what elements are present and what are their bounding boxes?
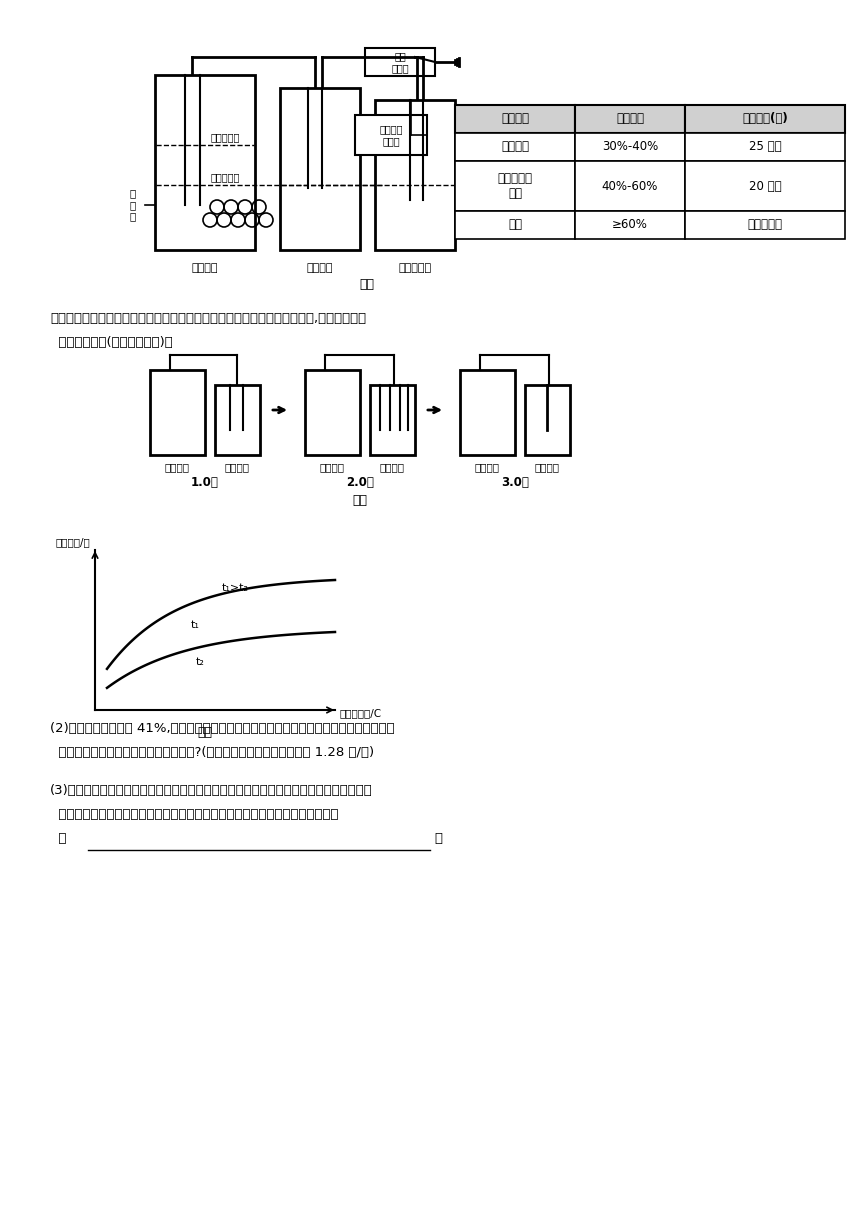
Text: 反应装置: 反应装置 bbox=[164, 462, 189, 472]
Text: t₁: t₁ bbox=[191, 620, 200, 630]
Text: 反应装置: 反应装置 bbox=[192, 263, 218, 274]
Text: 次治疗，需要制氧原料过碳酸钠多少克?(写出计算过程，氧气的密度取 1.28 克/升): 次治疗，需要制氧原料过碳酸钠多少克?(写出计算过程，氧气的密度取 1.28 克/… bbox=[50, 745, 374, 759]
Text: 机出氧流量保持平稳，反应装置中的夏季和冬季的水位线需设置不同，请分析原: 机出氧流量保持平稳，反应装置中的夏季和冬季的水位线需设置不同，请分析原 bbox=[50, 807, 339, 821]
Text: 反应装置: 反应装置 bbox=[320, 462, 345, 472]
Text: 20 分钟: 20 分钟 bbox=[749, 180, 782, 192]
Bar bbox=[575, 133, 685, 161]
Text: 一般缺氧性
疾病: 一般缺氧性 疾病 bbox=[497, 171, 532, 199]
Bar bbox=[215, 385, 260, 455]
Text: 1.0版: 1.0版 bbox=[191, 477, 219, 490]
Text: 制
氧
剂: 制 氧 剂 bbox=[130, 188, 136, 221]
Bar bbox=[455, 133, 575, 161]
Text: 洗气装置: 洗气装置 bbox=[535, 462, 560, 472]
Bar bbox=[525, 385, 570, 455]
Text: ≥60%: ≥60% bbox=[612, 219, 648, 231]
Text: 图乙: 图乙 bbox=[353, 494, 367, 507]
Bar bbox=[365, 47, 435, 75]
Bar bbox=[455, 161, 575, 212]
Text: 反应装置: 反应装置 bbox=[475, 462, 500, 472]
Text: 以病情为准: 以病情为准 bbox=[747, 219, 783, 231]
Bar bbox=[575, 105, 685, 133]
Text: 反应速率/快: 反应速率/快 bbox=[55, 537, 90, 547]
Bar bbox=[460, 370, 515, 455]
Text: 25 分钟: 25 分钟 bbox=[749, 141, 782, 153]
Bar bbox=[305, 370, 360, 455]
Bar bbox=[455, 212, 575, 240]
Bar bbox=[375, 100, 455, 250]
Text: (2)某病人吸氧浓度为 41%,则该病人属于表格中的哪种适用情况？该制氧机为此病人提供一: (2)某病人吸氧浓度为 41%,则该病人属于表格中的哪种适用情况？该制氧机为此病… bbox=[50, 721, 395, 734]
Bar bbox=[575, 161, 685, 212]
Text: 因: 因 bbox=[50, 832, 66, 844]
Bar bbox=[455, 105, 575, 133]
Text: t₂: t₂ bbox=[195, 657, 205, 668]
Text: 夏季水位线: 夏季水位线 bbox=[211, 133, 240, 142]
Bar bbox=[575, 212, 685, 240]
Text: 。: 。 bbox=[434, 832, 442, 844]
Bar bbox=[685, 133, 845, 161]
Bar bbox=[685, 161, 845, 212]
Text: 反应物浓度/C: 反应物浓度/C bbox=[340, 708, 382, 717]
Text: 30%-40%: 30%-40% bbox=[602, 141, 658, 153]
Text: 洗气装置: 洗气装置 bbox=[224, 462, 249, 472]
Text: 适用情况: 适用情况 bbox=[501, 113, 529, 125]
Text: 3.0版: 3.0版 bbox=[501, 477, 529, 490]
Bar bbox=[355, 116, 427, 154]
Text: 储气加湿瓶: 储气加湿瓶 bbox=[398, 263, 432, 274]
Text: t₁>t₂: t₁>t₂ bbox=[222, 582, 249, 593]
Text: 图甲: 图甲 bbox=[359, 278, 374, 292]
Bar bbox=[155, 75, 255, 250]
Bar bbox=[685, 212, 845, 240]
Text: 急救: 急救 bbox=[508, 219, 522, 231]
Text: 气体
流量仪: 气体 流量仪 bbox=[391, 51, 408, 73]
Text: 冬季水位线: 冬季水位线 bbox=[211, 171, 240, 182]
Bar bbox=[280, 88, 360, 250]
Text: 40%-60%: 40%-60% bbox=[602, 180, 658, 192]
Text: 洗气装置: 洗气装置 bbox=[379, 462, 404, 472]
Text: 图丙: 图丙 bbox=[198, 726, 212, 738]
Text: 该小组制氧机的反应和洗气装置在原版本的基础上经历了如图乙所示的迭代,请推测该小组: 该小组制氧机的反应和洗气装置在原版本的基础上经历了如图乙所示的迭代,请推测该小组 bbox=[50, 311, 366, 325]
Text: 日常保健: 日常保健 bbox=[501, 141, 529, 153]
Bar bbox=[370, 385, 415, 455]
Text: 吸氧浓度: 吸氧浓度 bbox=[616, 113, 644, 125]
Text: (3)如图丙所示为过碳酸钠分解制氧气的反应速率与反应物浓度、温度的关系。为了使制氧: (3)如图丙所示为过碳酸钠分解制氧气的反应速率与反应物浓度、温度的关系。为了使制… bbox=[50, 783, 372, 796]
Text: 供氧时间(分): 供氧时间(分) bbox=[742, 113, 788, 125]
Text: 洗气装置: 洗气装置 bbox=[307, 263, 334, 274]
Text: 2.0版: 2.0版 bbox=[346, 477, 374, 490]
Bar bbox=[150, 370, 205, 455]
Bar bbox=[685, 105, 845, 133]
Text: 改进的理由：(写出一点即可)。: 改进的理由：(写出一点即可)。 bbox=[50, 336, 173, 349]
Text: 氧气浓度
传感器: 氧气浓度 传感器 bbox=[379, 124, 402, 146]
